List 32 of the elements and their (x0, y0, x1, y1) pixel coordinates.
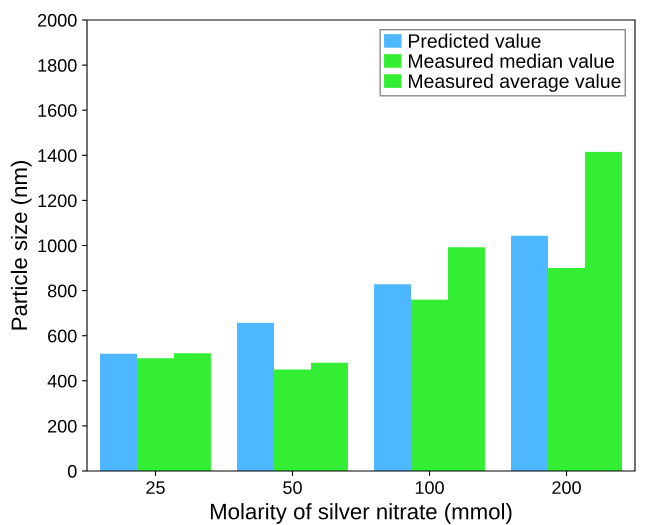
bar (100, 354, 138, 471)
bar (274, 370, 311, 471)
bar (448, 247, 485, 471)
y-tick-label: 600 (48, 330, 77, 342)
legend-label: Measured average value (408, 74, 621, 92)
x-tick-label: 50 (283, 481, 302, 494)
y-tick-label: 1400 (38, 149, 77, 162)
x-axis-title: Molarity of silver nitrate (mmol) (210, 503, 512, 524)
legend-label: Predicted value (408, 34, 541, 48)
x-tick-label: 100 (416, 481, 444, 494)
bar (137, 358, 174, 471)
y-axis-title: Particle size (nm) (10, 161, 32, 330)
y-tick-label: 2000 (38, 14, 77, 27)
x-tick-label: 200 (552, 481, 581, 494)
y-tick-label: 1800 (38, 59, 77, 72)
bar (310, 362, 348, 471)
y-tick-label: 0 (68, 464, 77, 478)
bar (548, 268, 585, 471)
bar (374, 284, 412, 471)
bar (584, 152, 622, 471)
bar (174, 353, 211, 471)
y-tick-label: 200 (48, 420, 77, 433)
y-tick-label: 800 (48, 284, 77, 298)
y-tick-label: 1200 (38, 194, 77, 208)
legend-label: Measured median value (408, 54, 614, 68)
y-tick-label: 400 (48, 374, 77, 388)
y-tick-label: 1000 (38, 239, 77, 252)
bar (511, 236, 548, 471)
x-tick-label: 25 (146, 481, 165, 494)
bar (411, 300, 448, 471)
bar (237, 322, 274, 471)
y-tick-label: 1600 (38, 104, 77, 117)
